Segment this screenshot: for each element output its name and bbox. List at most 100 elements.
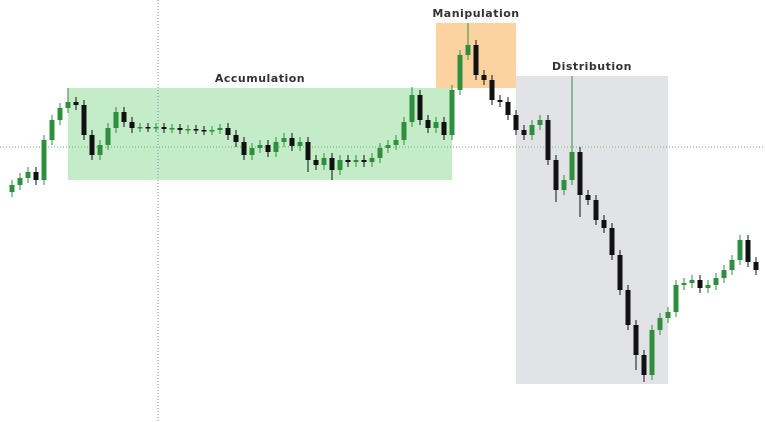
- candle-body: [129, 122, 135, 128]
- candle-body: [113, 112, 119, 128]
- candle-body: [89, 135, 95, 155]
- candle-body: [233, 135, 239, 142]
- candle-body: [521, 130, 527, 135]
- candle-body: [281, 138, 287, 142]
- zone-label: Distribution: [552, 60, 632, 73]
- candle-body: [153, 127, 159, 129]
- candle-body: [601, 220, 607, 228]
- candle-body: [169, 128, 175, 130]
- candle-body: [689, 280, 695, 283]
- candle-body: [249, 148, 255, 155]
- candle-body: [593, 200, 599, 220]
- candle-body: [641, 355, 647, 375]
- zone-label: Accumulation: [215, 72, 305, 85]
- candle-body: [425, 120, 431, 128]
- candle-body: [17, 178, 23, 185]
- candle-body: [737, 240, 743, 260]
- candles: [9, 23, 759, 382]
- candle-body: [553, 160, 559, 190]
- zone: [516, 76, 668, 384]
- candle-body: [649, 330, 655, 375]
- candle-body: [561, 180, 567, 190]
- zone-label: Manipulation: [432, 7, 519, 20]
- candle-body: [73, 102, 79, 105]
- labels: Accumulation Manipulation Distribution: [215, 7, 632, 85]
- candle-body: [121, 112, 127, 122]
- candle-body: [305, 142, 311, 160]
- candle-body: [713, 278, 719, 285]
- candle-body: [137, 127, 143, 129]
- candle-body: [417, 95, 423, 120]
- candle-body: [393, 140, 399, 145]
- candle-body: [377, 148, 383, 158]
- candle-body: [33, 172, 39, 180]
- candle-body: [97, 145, 103, 155]
- candle-body: [529, 125, 535, 135]
- candle-body: [49, 120, 55, 140]
- candle-body: [457, 55, 463, 90]
- candle-body: [489, 80, 495, 100]
- candle-body: [633, 325, 639, 355]
- candle-body: [745, 240, 751, 262]
- candle-body: [209, 130, 215, 132]
- candle-body: [41, 140, 47, 180]
- candle-body: [257, 145, 263, 148]
- candle-body: [577, 152, 583, 195]
- candle-body: [433, 122, 439, 128]
- candle-body: [161, 127, 167, 129]
- candle-body: [217, 128, 223, 130]
- candle-body: [673, 285, 679, 312]
- candle-body: [481, 75, 487, 80]
- candle-body: [185, 129, 191, 131]
- candle-body: [25, 172, 31, 178]
- candle-body: [353, 160, 359, 162]
- candle-body: [265, 145, 271, 152]
- candle-body: [505, 102, 511, 115]
- candle-body: [617, 255, 623, 290]
- candle-body: [297, 142, 303, 146]
- candle-body: [81, 105, 87, 135]
- candle-body: [321, 158, 327, 165]
- candle-body: [537, 120, 543, 125]
- candle-body: [65, 102, 71, 108]
- candle-body: [497, 100, 503, 102]
- candle-body: [721, 270, 727, 278]
- candle-body: [289, 138, 295, 146]
- candle-body: [665, 312, 671, 318]
- candle-body: [241, 142, 247, 155]
- zone: [68, 88, 452, 180]
- candle-body: [225, 128, 231, 135]
- candle-body: [513, 115, 519, 130]
- candle-body: [473, 45, 479, 75]
- candle-body: [569, 152, 575, 180]
- candle-body: [345, 160, 351, 162]
- candle-body: [9, 185, 15, 192]
- candle-body: [753, 262, 759, 270]
- candle-body: [729, 260, 735, 270]
- candle-body: [465, 45, 471, 55]
- candle-body: [545, 120, 551, 160]
- candle-body: [193, 129, 199, 131]
- candle-body: [337, 160, 343, 170]
- candle-body: [401, 122, 407, 140]
- candle-body: [625, 290, 631, 325]
- candle-body: [57, 108, 63, 120]
- zones: [68, 23, 668, 384]
- candle-body: [697, 280, 703, 288]
- candle-body: [705, 285, 711, 288]
- candle-body: [681, 283, 687, 285]
- candle-body: [385, 145, 391, 148]
- candle-body: [409, 95, 415, 122]
- candle-body: [177, 128, 183, 130]
- candle-body: [585, 195, 591, 200]
- candle-body: [657, 318, 663, 330]
- candle-body: [609, 228, 615, 255]
- candle-body: [105, 128, 111, 145]
- candle-body: [273, 142, 279, 152]
- candle-body: [449, 90, 455, 135]
- candle-body: [369, 158, 375, 162]
- candle-body: [329, 158, 335, 170]
- candle-body: [441, 122, 447, 135]
- candle-body: [313, 160, 319, 165]
